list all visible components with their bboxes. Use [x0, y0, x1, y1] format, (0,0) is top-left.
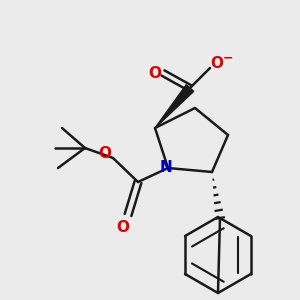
Text: O: O	[116, 220, 130, 235]
Text: N: N	[160, 160, 172, 175]
Text: O: O	[148, 65, 161, 80]
Polygon shape	[155, 85, 194, 128]
Text: O: O	[211, 56, 224, 71]
Text: O: O	[98, 146, 112, 160]
Text: −: −	[223, 52, 233, 64]
